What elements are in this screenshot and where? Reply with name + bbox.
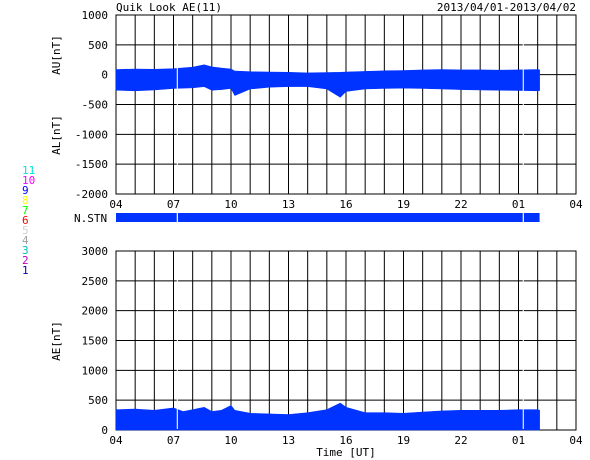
legend-item-10: 10 [22, 174, 35, 187]
y-tick-label: -500 [82, 99, 109, 112]
x-tick-label: 13 [282, 198, 295, 211]
ae-axis-label: AE[nT] [50, 321, 63, 361]
legend-item-5: 5 [22, 224, 29, 237]
nstn-label: N.STN [74, 212, 107, 225]
x-tick-label: 04 [569, 198, 583, 211]
x-tick-label: 04 [109, 198, 123, 211]
date-range: 2013/04/01-2013/04/02 [437, 1, 576, 14]
x-tick-label: 04 [109, 434, 123, 447]
x-tick-label: 10 [224, 434, 237, 447]
data-area [115, 64, 540, 98]
y-tick-label: -1500 [75, 158, 108, 171]
legend-item-1: 1 [22, 264, 29, 277]
x-tick-label: 13 [282, 434, 295, 447]
y-tick-label: 500 [88, 394, 108, 407]
x-tick-label: 07 [167, 198, 180, 211]
al-axis-label: AL[nT] [50, 115, 63, 155]
y-tick-label: 500 [88, 39, 108, 52]
x-tick-label: 16 [339, 198, 352, 211]
legend-item-7: 7 [22, 204, 29, 217]
x-tick-label: 04 [569, 434, 583, 447]
y-tick-label: 1500 [82, 335, 109, 348]
nstn-panel: N.STN [74, 212, 540, 225]
x-tick-label: 19 [397, 434, 410, 447]
y-tick-label: 0 [101, 424, 108, 437]
ae-data [115, 252, 540, 431]
legend-item-4: 4 [22, 234, 29, 247]
legend-item-2: 2 [22, 254, 29, 267]
y-tick-label: -2000 [75, 188, 108, 201]
au-al-y-ticks: 1000 500 0 -500 -1000 -1500 -2000 [75, 9, 108, 201]
x-tick-label: 22 [454, 434, 467, 447]
x-axis-label: Time [UT] [316, 446, 376, 459]
x-tick-label: 01 [512, 198, 525, 211]
legend-item-6: 6 [22, 214, 29, 227]
x-tick-label: 22 [454, 198, 467, 211]
x-tick-label: 01 [512, 434, 525, 447]
nstn-bar-segment [116, 213, 540, 222]
x-tick-label: 07 [167, 434, 180, 447]
au-al-panel: 1000 500 0 -500 -1000 -1500 -2000 04 07 10 13 16 19… [50, 9, 583, 211]
y-tick-label: 1000 [82, 9, 109, 22]
legend-item-3: 3 [22, 244, 29, 257]
y-tick-label: -1000 [75, 128, 108, 141]
au-al-grid [115, 14, 577, 195]
ae-grid [115, 250, 577, 431]
legend-item-11: 11 [22, 164, 35, 177]
x-tick-label: 16 [339, 434, 352, 447]
ae-y-ticks: 3000 2500 2000 1500 1000 500 0 [82, 245, 109, 437]
y-tick-label: 1000 [82, 364, 109, 377]
y-tick-label: 3000 [82, 245, 109, 258]
chart-title: Quik Look AE(11) [116, 1, 222, 14]
x-tick-label: 10 [224, 198, 237, 211]
y-tick-label: 2500 [82, 275, 109, 288]
y-tick-label: 0 [101, 69, 108, 82]
data-area [115, 402, 540, 431]
ae-x-ticks: 04 07 10 13 16 19 22 01 04 [109, 434, 583, 447]
nstn-bar [116, 213, 540, 222]
legend-item-9: 9 [22, 184, 29, 197]
x-tick-label: 19 [397, 198, 410, 211]
y-tick-label: 2000 [82, 305, 109, 318]
au-axis-label: AU[nT] [50, 35, 63, 75]
au-al-data [115, 16, 540, 193]
legend-item-8: 8 [22, 194, 29, 207]
au-al-x-ticks: 04 07 10 13 16 19 22 01 04 [109, 198, 583, 211]
